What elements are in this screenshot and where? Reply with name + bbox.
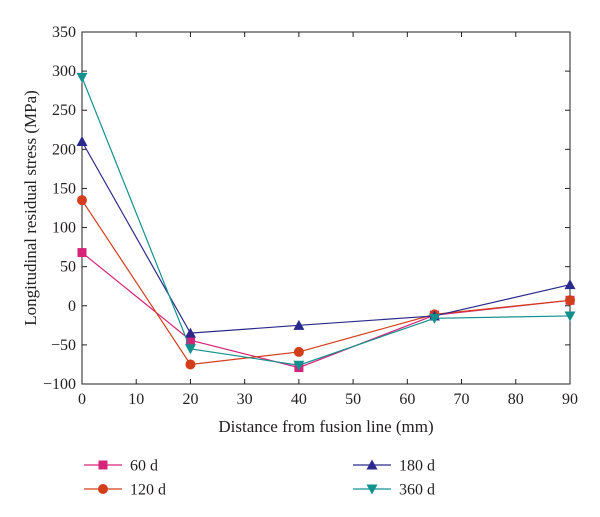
x-tick-label: 50 — [345, 391, 361, 408]
legend-item: 180 d — [353, 458, 435, 475]
series-4 — [76, 72, 576, 371]
legend-label: 60 d — [130, 458, 158, 475]
legend-item: 360 d — [353, 482, 435, 499]
x-tick-label: 0 — [78, 391, 86, 408]
x-tick-label: 40 — [291, 391, 307, 408]
legend: 60 d 120 d 180 d 360 d — [84, 458, 435, 499]
legend-item: 120 d — [84, 482, 166, 499]
data-point — [565, 295, 575, 306]
data-point — [184, 344, 196, 355]
legend-item: 60 d — [84, 458, 158, 475]
series-2 — [77, 195, 575, 370]
data-point — [76, 136, 88, 147]
data-point — [293, 360, 305, 371]
legend-label: 180 d — [399, 458, 435, 475]
y-tick-label: −100 — [43, 376, 76, 393]
data-point — [185, 335, 195, 345]
legend-label: 360 d — [399, 482, 435, 499]
x-axis-ticks: 0 10 20 30 40 50 60 70 80 90 — [78, 32, 578, 408]
data-point — [185, 359, 196, 370]
data-point — [77, 195, 87, 206]
x-tick-label: 90 — [562, 391, 578, 408]
y-tick-label: 350 — [52, 24, 76, 41]
legend-marker — [98, 484, 108, 494]
x-tick-label: 60 — [399, 391, 415, 408]
legend-marker — [366, 459, 378, 470]
legend-marker — [98, 460, 108, 470]
y-tick-label: 50 — [60, 259, 76, 276]
y-tick-label: 100 — [52, 220, 76, 237]
y-tick-label: 300 — [52, 63, 76, 80]
x-tick-label: 80 — [508, 391, 524, 408]
legend-marker — [366, 484, 378, 495]
legend-label: 120 d — [130, 482, 166, 499]
data-point — [428, 313, 440, 324]
plot-frame — [81, 31, 571, 385]
y-tick-label: 200 — [52, 141, 76, 158]
data-point — [564, 311, 576, 322]
data-point — [76, 72, 88, 83]
data-point — [184, 327, 196, 338]
data-point — [293, 319, 305, 330]
y-axis-title: Longitudinal residual stress (MPa) — [21, 90, 40, 326]
series-3 — [76, 136, 576, 338]
series-layer — [76, 72, 576, 373]
y-tick-label: −50 — [51, 337, 76, 354]
y-tick-label: 250 — [52, 102, 76, 119]
series-line — [81, 141, 571, 334]
x-tick-label: 20 — [182, 391, 198, 408]
y-tick-label: 0 — [68, 298, 76, 315]
data-point — [77, 248, 87, 258]
x-tick-label: 30 — [237, 391, 253, 408]
x-tick-label: 10 — [128, 391, 144, 408]
y-axis-ticks: −100 −50 0 50 100 150 200 250 300 350 — [43, 24, 570, 393]
data-point — [293, 346, 304, 357]
x-tick-label: 70 — [454, 391, 470, 408]
x-axis-title: Distance from fusion line (mm) — [218, 417, 433, 436]
data-point — [564, 279, 576, 290]
y-tick-label: 150 — [52, 180, 76, 197]
series-line — [81, 77, 571, 366]
series-1 — [77, 248, 575, 373]
series-line — [81, 199, 571, 366]
